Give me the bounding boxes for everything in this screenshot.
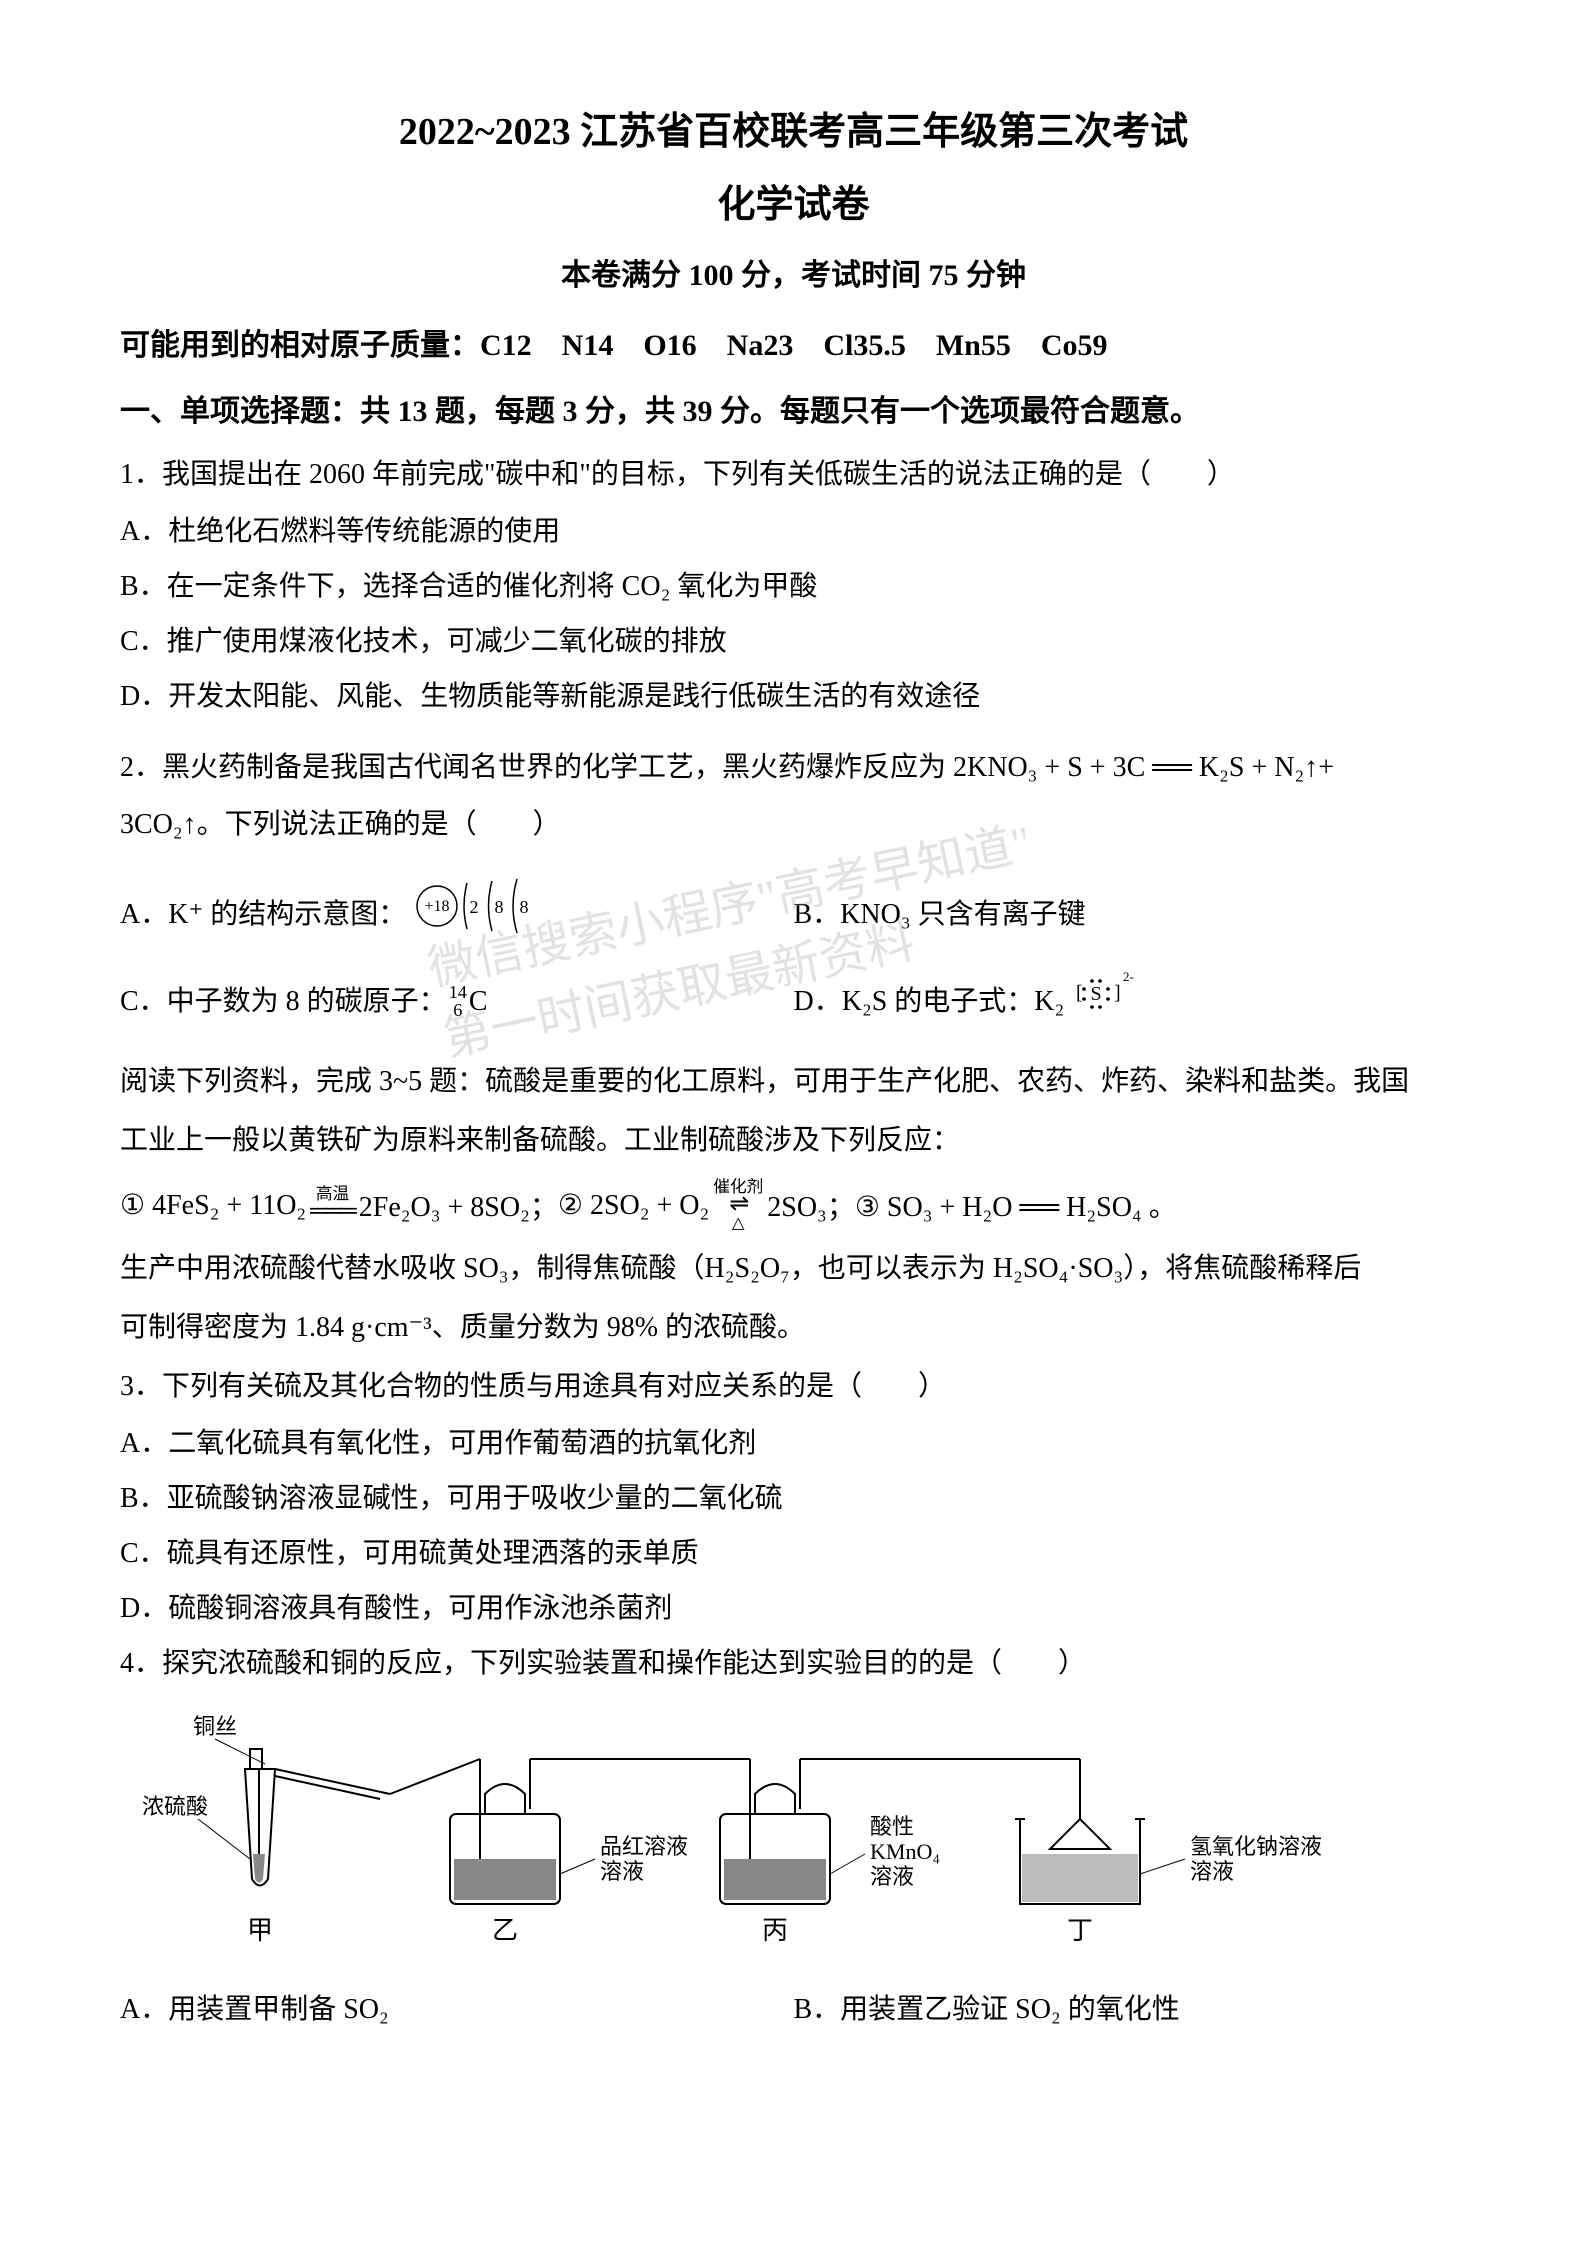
- eq2-arrow-bot: △: [713, 1215, 763, 1230]
- eq2-arrow-line: ⇌: [713, 1194, 763, 1215]
- svg-text:丙: 丙: [762, 1916, 788, 1945]
- q2-d-prefix: D．K₂S 的电子式：K₂: [794, 977, 1065, 1026]
- section-1-header: 一、单项选择题：共 13 题，每题 3 分，共 39 分。每题只有一个选项最符合…: [120, 386, 1467, 430]
- svg-text:]: ]: [1114, 982, 1121, 1004]
- svg-text:氢氧化钠溶液: 氢氧化钠溶液: [1190, 1834, 1322, 1859]
- svg-text:2: 2: [470, 897, 479, 917]
- eq1-arrow-line: ═══: [310, 1201, 355, 1222]
- isotope-notation: 14 6: [449, 983, 467, 1019]
- eq2-pre: ② 2SO₂ + O₂: [558, 1188, 709, 1222]
- q4-stem: 4．探究浓硫酸和铜的反应，下列实验装置和操作能达到实验目的的是（ ）: [120, 1639, 1467, 1688]
- passage-line2: 工业上一般以黄铁矿为原料来制备硫酸。工业制硫酸涉及下列反应：: [120, 1116, 1467, 1165]
- svg-text:溶液: 溶液: [600, 1859, 644, 1884]
- svg-text:酸性: 酸性: [870, 1814, 914, 1839]
- passage-equations: ① 4FeS₂ + 11O₂ 高温 ═══ 2Fe₂O₃ + 8SO₂； ② 2…: [120, 1179, 1467, 1230]
- passage-line4: 可制得密度为 1.84 g·cm⁻³、质量分数为 98% 的浓硫酸。: [120, 1303, 1467, 1352]
- q1-option-c: C．推广使用煤液化技术，可减少二氧化碳的排放: [120, 617, 1467, 666]
- eq1-pre: ① 4FeS₂ + 11O₂: [120, 1188, 306, 1222]
- q3-option-d: D．硫酸铜溶液具有酸性，可用作泳池杀菌剂: [120, 1584, 1467, 1633]
- apparatus-jia: 铜丝 浓硫酸 甲: [142, 1714, 390, 1945]
- electron-formula-diagram: [ S ] 2-: [1068, 967, 1138, 1035]
- q3-option-c: C．硫具有还原性，可用硫黄处理洒落的汞单质: [120, 1529, 1467, 1578]
- q1-option-d: D．开发太阳能、风能、生物质能等新能源是践行低碳生活的有效途径: [120, 672, 1467, 721]
- passage-line3: 生产中用浓硫酸代替水吸收 SO₃，制得焦硫酸（H₂S₂O₇，也可以表示为 H₂S…: [120, 1244, 1467, 1293]
- isotope-z: 6: [449, 1001, 467, 1019]
- q2-row-ab: A．K⁺ 的结构示意图： +18 2 8 8 B．KNO₃ 只含有离子键: [120, 871, 1467, 957]
- svg-text:甲: 甲: [247, 1916, 273, 1945]
- svg-text:[: [: [1076, 982, 1083, 1004]
- q2-option-a: A．K⁺ 的结构示意图： +18 2 8 8: [120, 871, 794, 957]
- svg-text:溶液: 溶液: [1190, 1859, 1234, 1884]
- apparatus-yi: 品红溶液 溶液 乙: [390, 1759, 688, 1945]
- svg-text:S: S: [1091, 983, 1102, 1005]
- exam-title-sub: 化学试卷: [120, 173, 1467, 228]
- svg-text:KMnO₄: KMnO₄: [870, 1839, 940, 1864]
- eq1-arrow: 高温 ═══: [310, 1186, 355, 1222]
- q3-option-b: B．亚硫酸钠溶液显碱性，可用于吸收少量的二氧化硫: [120, 1474, 1467, 1523]
- svg-text:乙: 乙: [492, 1916, 518, 1945]
- atomic-mass-line: 可能用到的相对原子质量：C12 N14 O16 Na23 Cl35.5 Mn55…: [120, 320, 1467, 364]
- q4-option-a: A．用装置甲制备 SO₂: [120, 1985, 794, 2034]
- exam-title-main: 2022~2023 江苏省百校联考高三年级第三次考试: [120, 100, 1467, 155]
- isotope-symbol: C: [469, 977, 488, 1026]
- svg-text:+18: +18: [425, 898, 450, 915]
- q4-row-ab: A．用装置甲制备 SO₂ B．用装置乙验证 SO₂ 的氧化性: [120, 1985, 1467, 2034]
- q2-stem-line2: 3CO₂↑。下列说法正确的是（ ）: [120, 800, 1467, 849]
- exam-info: 本卷满分 100 分，考试时间 75 分钟: [120, 250, 1467, 294]
- svg-text:丁: 丁: [1067, 1916, 1093, 1945]
- svg-text:8: 8: [520, 897, 529, 917]
- passage-line1: 阅读下列资料，完成 3~5 题：硫酸是重要的化工原料，可用于生产化肥、农药、炸药…: [120, 1057, 1467, 1106]
- eq2-post: 2SO₃；: [767, 1185, 855, 1225]
- svg-text:品红溶液: 品红溶液: [600, 1834, 688, 1859]
- q3-stem: 3．下列有关硫及其化合物的性质与用途具有对应关系的是（ ）: [120, 1362, 1467, 1411]
- ion-structure-diagram: +18 2 8 8: [412, 871, 562, 957]
- apparatus-bing: 酸性 KMnO₄ 溶液 丙: [660, 1759, 960, 1945]
- q4-apparatus-diagram: 铜丝 浓硫酸 甲 品红溶液 溶液 乙: [120, 1704, 1467, 1969]
- q3-option-a: A．二氧化硫具有氧化性，可用作葡萄酒的抗氧化剂: [120, 1419, 1467, 1468]
- q2-c-prefix: C．中子数为 8 的碳原子：: [120, 977, 447, 1026]
- q2-a-label: A．K⁺ 的结构示意图：: [120, 890, 406, 939]
- svg-text:溶液: 溶液: [870, 1864, 914, 1889]
- q1-stem: 1．我国提出在 2060 年前完成"碳中和"的目标，下列有关低碳生活的说法正确的…: [120, 450, 1467, 499]
- q4-option-b: B．用装置乙验证 SO₂ 的氧化性: [794, 1985, 1468, 2034]
- svg-text:8: 8: [495, 897, 504, 917]
- q2-option-c: C．中子数为 8 的碳原子： 14 6 C: [120, 977, 794, 1026]
- svg-text:2-: 2-: [1123, 969, 1134, 984]
- apparatus-ding: 氢氧化钠溶液 溶液 丁: [960, 1759, 1322, 1945]
- q1-option-a: A．杜绝化石燃料等传统能源的使用: [120, 507, 1467, 556]
- q2-row-cd: C．中子数为 8 的碳原子： 14 6 C D．K₂S 的电子式：K₂ [ S …: [120, 967, 1467, 1035]
- eq2-arrow: 催化剂 ⇌ △: [713, 1179, 763, 1230]
- svg-text:铜丝: 铜丝: [193, 1714, 237, 1739]
- isotope-mass: 14: [449, 983, 467, 1001]
- eq1-post: 2Fe₂O₃ + 8SO₂；: [359, 1185, 558, 1225]
- q2-option-b: B．KNO₃ 只含有离子键: [794, 890, 1468, 939]
- eq3: ③ SO₃ + H₂O ══ H₂SO₄ 。: [855, 1185, 1177, 1225]
- q2-stem-line1: 2．黑火药制备是我国古代闻名世界的化学工艺，黑火药爆炸反应为 2KNO₃ + S…: [120, 743, 1467, 792]
- q1-option-b: B．在一定条件下，选择合适的催化剂将 CO₂ 氧化为甲酸: [120, 562, 1467, 611]
- q2-option-d: D．K₂S 的电子式：K₂ [ S ] 2-: [794, 967, 1468, 1035]
- svg-text:浓硫酸: 浓硫酸: [142, 1794, 208, 1819]
